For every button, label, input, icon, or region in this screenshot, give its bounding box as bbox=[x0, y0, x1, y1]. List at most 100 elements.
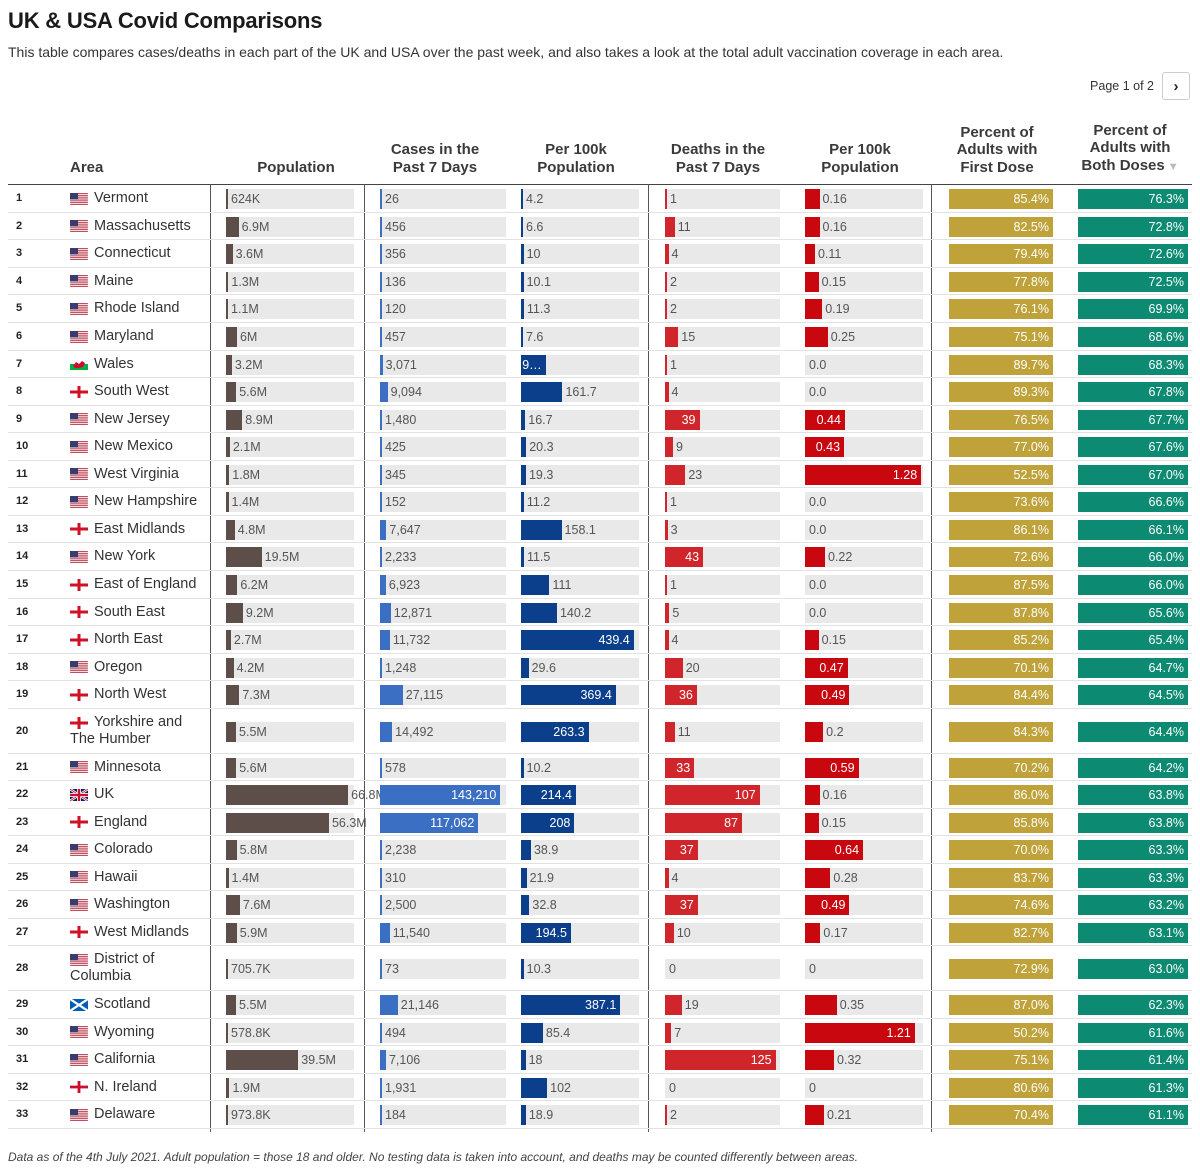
area-name: Scotland bbox=[94, 996, 151, 1012]
table-row: 29 Scotland 5.5M 21,146 387.1 19 0.35 87.0% 62.3… bbox=[8, 991, 1192, 1019]
both-doses-cell: 65.4% bbox=[1078, 630, 1188, 650]
deaths-per100k-value: 0.16 bbox=[822, 192, 847, 206]
both-doses-bar bbox=[1078, 657, 1188, 678]
population-bar bbox=[226, 492, 229, 512]
cases-value: 73 bbox=[385, 961, 399, 976]
first-dose-cell: 84.4% bbox=[949, 685, 1053, 705]
flag-england-icon bbox=[70, 926, 88, 938]
row-rank: 1 bbox=[16, 192, 23, 204]
header-cases[interactable]: Cases in the Past 7 Days bbox=[390, 141, 480, 176]
next-page-button[interactable]: › bbox=[1162, 72, 1190, 100]
row-rank: 19 bbox=[16, 688, 29, 700]
population-value: 705.7K bbox=[231, 961, 271, 976]
population-bar bbox=[226, 271, 229, 292]
cases-per100k-bar bbox=[521, 1077, 548, 1098]
population-bar bbox=[226, 244, 233, 264]
deaths-per100k-cell: 0.15 bbox=[805, 271, 923, 292]
area-name: Wales bbox=[94, 355, 134, 372]
first-dose-cell: 77.0% bbox=[949, 437, 1053, 457]
cases-value: 3,071 bbox=[385, 357, 417, 372]
row-rank: 28 bbox=[16, 961, 29, 974]
population-bar bbox=[226, 299, 228, 319]
deaths-bar bbox=[665, 657, 683, 678]
deaths-cell: 0 bbox=[665, 1077, 780, 1098]
first-dose-cell: 76.5% bbox=[949, 409, 1053, 430]
cases-per100k-cell: 194.5 bbox=[521, 922, 639, 943]
cases-bar bbox=[380, 757, 382, 778]
cases-cell: 14,492 bbox=[380, 721, 506, 742]
first-dose-cell: 86.0% bbox=[949, 785, 1053, 805]
population-cell: 3.6M bbox=[226, 244, 354, 264]
first-dose-cell: 73.6% bbox=[949, 492, 1053, 512]
population-value: 1.8M bbox=[232, 467, 261, 482]
cases-per100k-bar bbox=[521, 519, 562, 540]
cases-value: 184 bbox=[385, 1108, 406, 1122]
header-deaths-per100k[interactable]: Per 100k Population bbox=[821, 141, 899, 176]
population-bar bbox=[226, 685, 240, 705]
cases-per100k-bar bbox=[521, 216, 523, 237]
both-doses-value: 61.6% bbox=[1148, 1025, 1184, 1040]
population-value: 5.5M bbox=[239, 724, 267, 739]
first-dose-value: 75.1% bbox=[1013, 330, 1049, 344]
flag-england-icon bbox=[70, 606, 88, 618]
deaths-cell: 4 bbox=[665, 244, 780, 264]
deaths-per100k-value: 1.21 bbox=[886, 1025, 911, 1040]
header-both-doses[interactable]: Percent of Adults with Both Doses ▼ bbox=[1075, 122, 1185, 177]
cases-value: 578 bbox=[385, 760, 406, 775]
cases-per100k-bar bbox=[521, 630, 634, 650]
population-cell: 5.9M bbox=[226, 922, 354, 943]
deaths-per100k-bar bbox=[805, 1022, 915, 1043]
first-dose-value: 84.3% bbox=[1013, 724, 1049, 739]
deaths-cell: 4 bbox=[665, 630, 780, 650]
column-divider bbox=[210, 184, 211, 1132]
area-name: South West bbox=[94, 383, 169, 399]
deaths-per100k-bar bbox=[805, 437, 845, 457]
deaths-cell: 1 bbox=[665, 492, 780, 512]
header-area[interactable]: Area bbox=[70, 158, 104, 176]
header-population[interactable]: Population bbox=[257, 158, 335, 176]
first-dose-value: 73.6% bbox=[1013, 495, 1049, 509]
cases-bar bbox=[380, 1022, 382, 1043]
table-row: 10 New Mexico 2.1M 425 20.3 9 0.43 77.0% 67.6% bbox=[8, 433, 1192, 461]
first-dose-value: 80.6% bbox=[1013, 1080, 1049, 1095]
cases-value: 2,238 bbox=[385, 843, 417, 857]
page-subtitle: This table compares cases/deaths in each… bbox=[8, 44, 1004, 60]
row-rank: 33 bbox=[16, 1108, 29, 1120]
table-row: 25 Hawaii 1.4M 310 21.9 4 0.28 83.7% 63.3% bbox=[8, 864, 1192, 891]
deaths-value: 4 bbox=[671, 385, 679, 399]
deaths-bar bbox=[665, 602, 670, 623]
header-cases-per100k[interactable]: Per 100k Population bbox=[537, 141, 615, 176]
cases-value: 14,492 bbox=[395, 724, 434, 739]
first-dose-bar bbox=[949, 354, 1053, 375]
cases-per100k-cell: 369.4 bbox=[521, 685, 639, 705]
table-row: 1 Vermont 624K 26 4.2 1 0.16 85.4% 76.3% bbox=[8, 185, 1192, 213]
deaths-per100k-cell: 0.16 bbox=[805, 785, 923, 805]
deaths-per100k-bar bbox=[805, 630, 819, 650]
header-first-dose[interactable]: Percent of Adults with First Dose bbox=[956, 123, 1038, 176]
both-doses-cell: 63.0% bbox=[1078, 958, 1188, 979]
deaths-per100k-bar bbox=[805, 520, 806, 540]
population-cell: 973.8K bbox=[226, 1105, 354, 1125]
population-value: 1.3M bbox=[231, 274, 260, 289]
page-indicator: Page 1 of 2 bbox=[1090, 79, 1154, 93]
area-cell: Scotland bbox=[70, 996, 150, 1013]
area-name: New Mexico bbox=[94, 438, 173, 454]
cases-cell: 136 bbox=[380, 271, 506, 292]
cases-per100k-value: 214.4 bbox=[540, 788, 572, 802]
population-value: 2.1M bbox=[232, 440, 261, 454]
deaths-per100k-cell: 0.0 bbox=[805, 382, 923, 402]
deaths-per100k-cell: 0.0 bbox=[805, 602, 923, 623]
first-dose-value: 70.4% bbox=[1013, 1108, 1049, 1122]
flag-us-icon bbox=[70, 661, 88, 673]
population-bar bbox=[226, 602, 243, 623]
cases-per100k-bar bbox=[521, 547, 524, 567]
both-doses-value: 66.0% bbox=[1148, 550, 1184, 564]
both-doses-value: 61.4% bbox=[1148, 1053, 1184, 1067]
header-deaths[interactable]: Deaths in the Past 7 Days bbox=[670, 141, 766, 176]
flag-us-icon bbox=[70, 247, 88, 260]
cases-per100k-bar bbox=[521, 382, 563, 402]
cases-per100k-cell: 6.6 bbox=[521, 216, 639, 237]
population-value: 1.4M bbox=[231, 870, 260, 885]
cases-bar bbox=[380, 354, 383, 375]
deaths-per100k-value: 0.49 bbox=[821, 898, 846, 912]
